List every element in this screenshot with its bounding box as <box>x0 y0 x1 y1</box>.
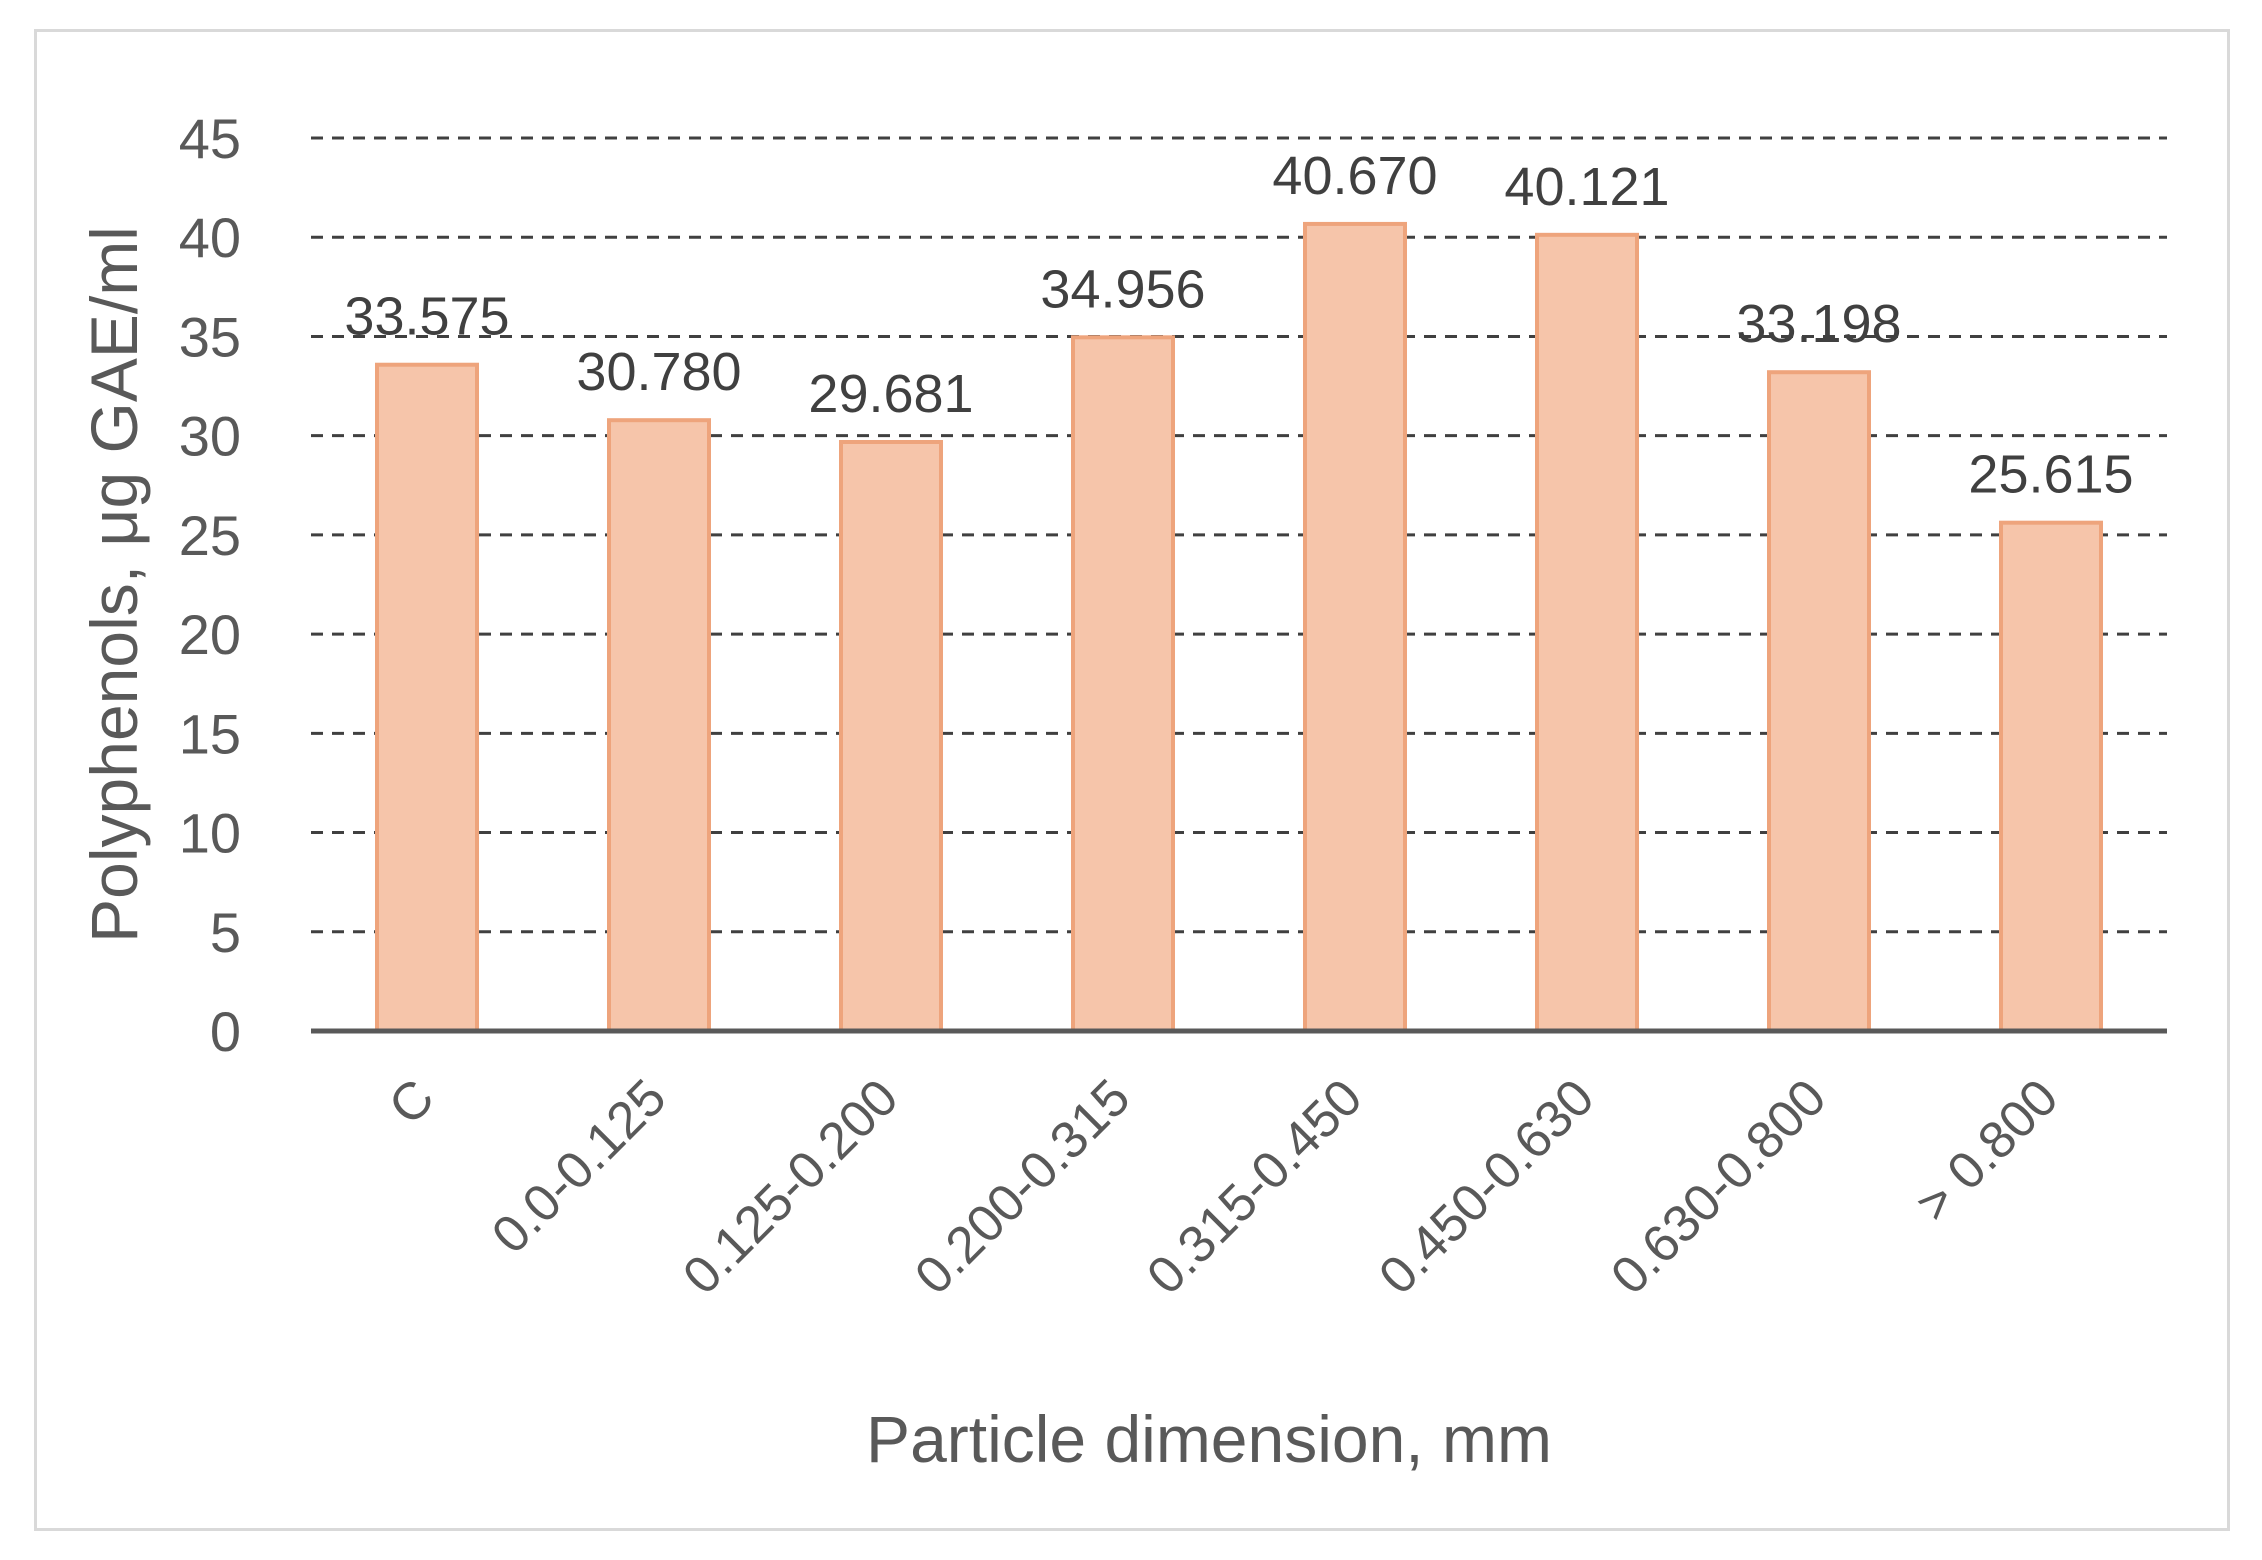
x-tick-label: C <box>378 1068 446 1136</box>
y-tick-label: 30 <box>179 405 241 468</box>
y-tick-label: 40 <box>179 206 241 269</box>
bar <box>1071 335 1175 1033</box>
data-label: 40.670 <box>1272 146 1437 206</box>
chart-frame: 0 5 10 15 20 25 30 35 40 45 C 0.0-0.125 0.125-0.200… <box>34 29 2230 1531</box>
bar <box>1303 221 1407 1033</box>
data-label: 34.956 <box>1040 259 1205 319</box>
data-label: 25.615 <box>1968 445 2133 505</box>
x-tick-label: 0.630-0.800 <box>1600 1068 1837 1305</box>
y-tick-labels: 0 5 10 15 20 25 30 35 40 45 <box>179 107 241 1063</box>
bar <box>1767 370 1871 1033</box>
x-tick-label: 0.125-0.200 <box>672 1068 909 1305</box>
data-label: 29.681 <box>808 364 973 424</box>
data-label: 40.121 <box>1504 157 1669 217</box>
y-tick-label: 35 <box>179 305 241 368</box>
x-tick-label: 0.0-0.125 <box>481 1068 677 1264</box>
bars <box>375 221 2103 1033</box>
data-label: 30.780 <box>576 342 741 402</box>
x-tick-label: 0.315-0.450 <box>1136 1068 1373 1305</box>
bar <box>839 439 943 1033</box>
data-label: 33.198 <box>1736 294 1901 354</box>
y-tick-label: 5 <box>210 901 241 964</box>
y-tick-label: 45 <box>179 107 241 170</box>
bar <box>607 418 711 1033</box>
y-tick-label: 20 <box>179 603 241 666</box>
bar <box>1535 232 1639 1033</box>
gridlines <box>311 136 2167 934</box>
y-tick-label: 15 <box>179 702 241 765</box>
bar-chart: 0 5 10 15 20 25 30 35 40 45 C 0.0-0.1250.125-0.200… <box>77 107 2167 1476</box>
y-tick-label: 10 <box>179 802 241 865</box>
x-tick-labels: C 0.0-0.1250.125-0.2000.200-0.3150.315-0.… <box>378 1068 2070 1305</box>
data-label: 33.575 <box>344 287 509 347</box>
data-labels: 33.575 30.780 29.681 34.956 40.670 40.121 33.1… <box>344 146 2133 505</box>
bar <box>375 362 479 1033</box>
y-tick-label: 25 <box>179 504 241 567</box>
bar <box>1999 520 2103 1033</box>
x-tick-label: > 0.800 <box>1905 1068 2070 1233</box>
y-tick-label: 0 <box>210 1000 241 1063</box>
y-axis-title: Polyphenols, μg GAE/ml <box>77 226 151 943</box>
x-axis-title: Particle dimension, mm <box>866 1402 1552 1476</box>
x-tick-label: 0.450-0.630 <box>1368 1068 1605 1305</box>
x-tick-label: 0.200-0.315 <box>904 1068 1141 1305</box>
